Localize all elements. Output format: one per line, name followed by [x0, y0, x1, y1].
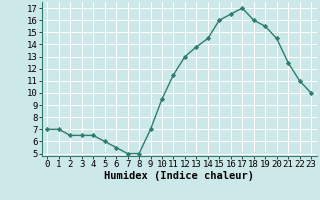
X-axis label: Humidex (Indice chaleur): Humidex (Indice chaleur)	[104, 171, 254, 181]
